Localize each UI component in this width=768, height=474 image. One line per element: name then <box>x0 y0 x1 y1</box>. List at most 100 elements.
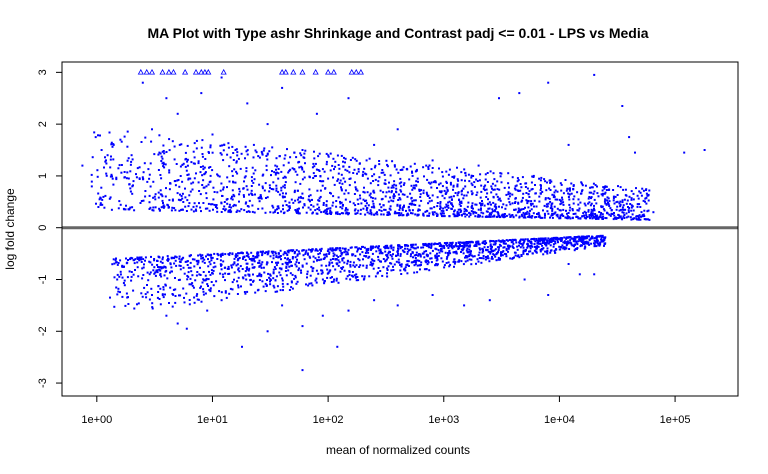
data-point <box>248 199 251 202</box>
data-point <box>232 159 235 161</box>
data-point <box>197 261 200 264</box>
data-point <box>442 212 445 215</box>
data-point <box>574 212 577 215</box>
data-point <box>553 191 556 194</box>
data-point <box>117 207 120 210</box>
data-point <box>281 86 284 89</box>
data-point <box>143 286 146 289</box>
data-point <box>471 184 474 187</box>
data-point <box>275 256 278 258</box>
data-point <box>470 240 473 243</box>
data-point <box>197 254 200 257</box>
data-point <box>590 191 593 194</box>
data-point <box>329 248 332 251</box>
data-point <box>372 262 375 265</box>
data-point <box>550 180 553 183</box>
data-point <box>513 209 516 211</box>
data-point <box>249 283 252 286</box>
data-point <box>149 185 152 188</box>
data-point <box>377 255 380 258</box>
data-point <box>193 177 196 180</box>
data-point <box>318 152 321 155</box>
data-point <box>454 261 457 263</box>
data-point <box>132 273 135 276</box>
data-point <box>182 266 185 269</box>
data-point <box>198 202 200 205</box>
data-point <box>451 241 454 244</box>
data-point <box>563 248 566 251</box>
data-point <box>450 246 453 248</box>
data-point <box>336 179 339 182</box>
data-point <box>592 192 595 195</box>
data-point <box>491 257 494 260</box>
data-point <box>468 258 471 261</box>
data-point <box>559 217 562 220</box>
data-point <box>469 252 472 255</box>
data-point <box>228 165 231 168</box>
data-point <box>597 195 600 198</box>
data-point <box>510 239 513 242</box>
data-point <box>100 186 103 189</box>
data-point <box>233 195 236 198</box>
data-point <box>486 202 489 205</box>
data-point <box>397 199 400 201</box>
data-point <box>183 301 186 304</box>
data-point <box>102 195 105 198</box>
data-point <box>572 184 575 187</box>
data-point <box>112 158 115 161</box>
data-point <box>501 239 504 242</box>
data-point <box>428 214 430 217</box>
data-point <box>272 271 275 274</box>
data-point <box>457 260 460 263</box>
data-point <box>564 246 567 249</box>
data-point <box>142 177 145 180</box>
data-point <box>228 203 231 206</box>
data-point <box>252 172 255 175</box>
data-point <box>204 158 207 160</box>
data-point <box>287 257 289 260</box>
data-point <box>431 211 434 214</box>
data-point <box>567 143 570 146</box>
data-point <box>577 198 580 201</box>
data-point <box>149 261 152 264</box>
data-point <box>431 167 434 169</box>
data-point <box>486 215 488 218</box>
data-point <box>192 286 195 289</box>
data-point <box>548 240 551 243</box>
data-point <box>614 195 617 198</box>
data-point <box>629 203 632 205</box>
data-point <box>473 211 476 214</box>
data-point <box>154 271 157 274</box>
data-point <box>426 214 429 217</box>
data-point <box>234 181 237 184</box>
data-point <box>555 236 558 239</box>
data-point <box>596 242 599 245</box>
data-point <box>168 188 171 191</box>
data-point <box>386 214 389 216</box>
data-point <box>447 261 450 264</box>
data-point <box>423 175 425 178</box>
data-point <box>472 210 475 213</box>
data-point <box>275 264 278 267</box>
data-point <box>237 157 240 160</box>
data-point <box>422 189 425 192</box>
data-point <box>440 190 443 193</box>
data-point <box>434 254 437 257</box>
data-point <box>539 189 542 192</box>
data-point <box>288 205 291 208</box>
data-point <box>456 245 459 248</box>
data-point <box>535 238 538 240</box>
data-point <box>404 266 407 269</box>
data-point <box>414 243 417 246</box>
data-point <box>232 205 235 208</box>
data-point <box>411 171 414 174</box>
data-point <box>154 206 157 209</box>
data-point <box>425 191 428 194</box>
data-point <box>282 253 285 256</box>
data-point <box>158 151 161 154</box>
data-point <box>187 266 190 269</box>
data-point <box>245 167 248 170</box>
data-point <box>191 258 194 261</box>
data-point <box>238 252 241 255</box>
data-point <box>541 190 544 193</box>
